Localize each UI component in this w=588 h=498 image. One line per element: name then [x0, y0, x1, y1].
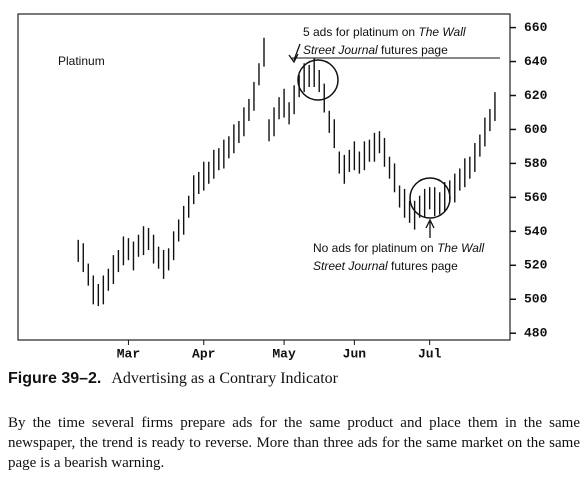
series-label: Platinum	[58, 54, 105, 68]
annotation: Street Journal futures page	[303, 43, 448, 57]
arrow	[288, 43, 301, 64]
y-tick-label: 520	[524, 258, 548, 273]
highlight-circle	[297, 59, 339, 101]
annotation-text: futures page	[378, 43, 448, 57]
y-tick-label: 480	[524, 326, 548, 341]
arrow	[425, 218, 435, 238]
y-tick-label: 580	[524, 156, 548, 171]
body-text: By the time several firms prepare ads fo…	[8, 415, 580, 471]
y-tick-label: 640	[524, 54, 548, 69]
caption-title: Advertising as a Contrary Indicator	[111, 370, 338, 387]
x-tick-label: May	[272, 346, 296, 361]
caption-label: Figure 39–2.	[8, 370, 102, 387]
annotation: Street Journal futures page	[313, 259, 458, 273]
x-tick-label: Mar	[117, 346, 140, 361]
x-tick-label: Jun	[343, 346, 367, 361]
y-tick-label: 540	[524, 224, 548, 239]
annotation-text: Street Journal	[303, 43, 378, 57]
chart: Platinum 480 500 520 540 560 580 600 620 640 660 M…	[17, 13, 548, 361]
annotation-text: futures page	[388, 259, 458, 273]
y-tick-label: 500	[524, 292, 548, 307]
y-tick-label: 620	[524, 88, 548, 103]
annotation: No ads for platinum on The Wall	[313, 241, 485, 255]
annotation-text: 5 ads for platinum on	[303, 25, 418, 39]
x-tick-label: Apr	[192, 346, 215, 361]
annotation: 5 ads for platinum on The Wall	[303, 25, 466, 39]
plot-frame	[17, 13, 511, 341]
annotation-text: Street Journal	[313, 259, 388, 273]
annotation-text: The Wall	[437, 241, 484, 255]
x-tick-label: Jul	[418, 346, 442, 361]
annotation-text: The Wall	[418, 25, 465, 39]
annotation-text: No ads for platinum on	[313, 241, 437, 255]
y-tick-label: 600	[524, 122, 548, 137]
caption: Figure 39–2. Advertising as a Contrary In…	[8, 370, 338, 388]
y-tick-label: 660	[524, 20, 548, 35]
y-tick-label: 560	[524, 190, 548, 205]
